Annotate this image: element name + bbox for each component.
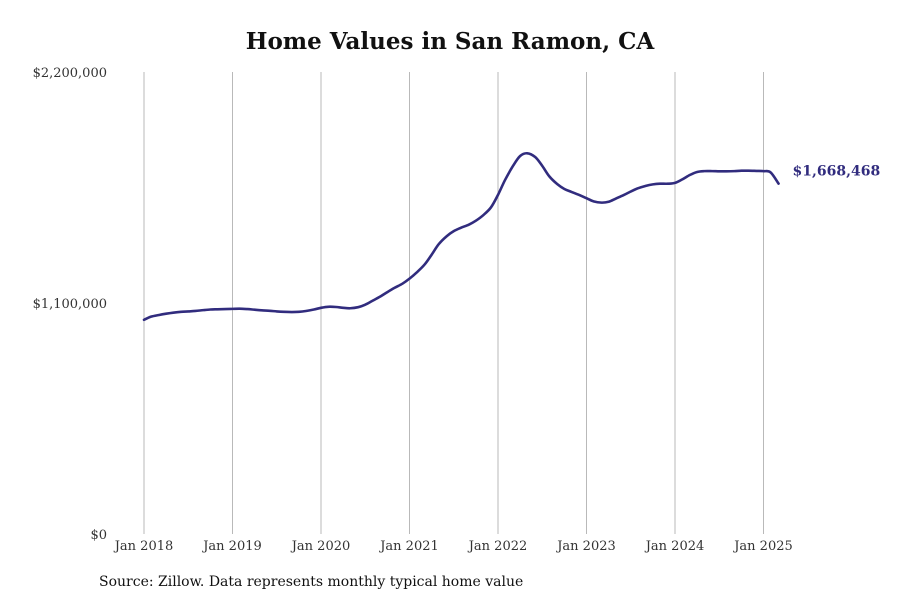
x-tick-label: Jan 2020 [290, 539, 351, 554]
y-axis-ticks: $0 $1,100,000 $2,200,000 [33, 66, 107, 543]
y-tick-label: $0 [90, 528, 107, 543]
x-tick-label: Jan 2018 [113, 539, 174, 554]
x-tick-label: Jan 2025 [732, 539, 793, 554]
chart-title: Home Values in San Ramon, CA [245, 28, 655, 55]
x-tick-label: Jan 2022 [467, 539, 528, 554]
end-value-label: $1,668,468 [793, 164, 881, 180]
x-tick-label: Jan 2021 [378, 539, 439, 554]
x-tick-label: Jan 2023 [555, 539, 616, 554]
series-line [142, 151, 780, 322]
gridlines [143, 72, 764, 534]
source-note: Source: Zillow. Data represents monthly … [99, 574, 524, 590]
y-tick-label: $2,200,000 [33, 66, 107, 81]
x-tick-label: Jan 2024 [644, 539, 705, 554]
x-axis-ticks: Jan 2018 Jan 2019 Jan 2020 Jan 2021 Jan 2022… [113, 539, 793, 554]
y-tick-label: $1,100,000 [33, 297, 107, 312]
x-tick-label: Jan 2019 [201, 539, 262, 554]
